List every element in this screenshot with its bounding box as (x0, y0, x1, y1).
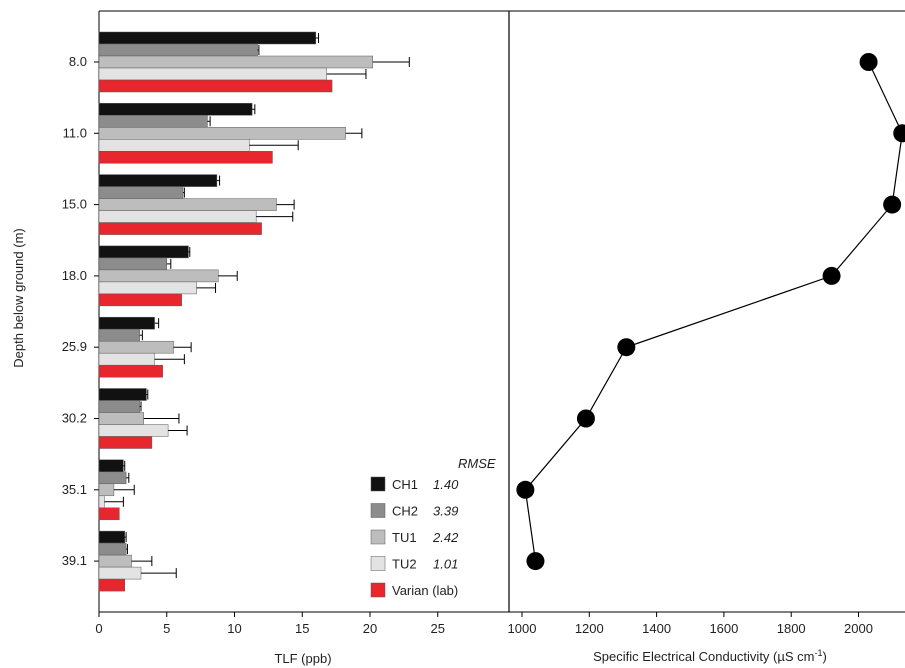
x-tick-label-conductivity: 1200 (575, 621, 604, 636)
legend-rmse: 2.42 (432, 530, 459, 545)
bar-tu2 (98, 67, 327, 81)
bar-tu2 (98, 566, 142, 580)
x-tick-label-tlf: 15 (295, 621, 309, 636)
legend-header: RMSE (458, 456, 496, 471)
legend-label: CH2 (392, 504, 418, 519)
y-tick-label: 18.0 (62, 268, 87, 283)
conductivity-point (576, 409, 595, 428)
conductivity-point (526, 552, 545, 571)
y-tick-label: 11.0 (63, 125, 87, 140)
x-axis-title-tlf: TLF (ppb) (274, 651, 331, 666)
x-tick-label-conductivity: 1600 (709, 621, 738, 636)
bar-ch1 (98, 31, 317, 45)
bar-varian-lab- (98, 507, 120, 521)
bar-tu1 (98, 269, 219, 283)
bar-ch2 (98, 400, 140, 413)
legend-label: Varian (lab) (392, 583, 458, 598)
bar-varian-lab- (98, 436, 153, 449)
bar-tu1 (98, 127, 346, 140)
x-tick-label-tlf: 5 (163, 621, 170, 636)
bar-varian-lab- (98, 293, 182, 307)
legend-label: TU2 (392, 557, 417, 572)
legend-rmse: 3.39 (433, 504, 458, 519)
conductivity-point (859, 53, 878, 71)
conductivity-panel: 1000 1200 1400 1600 1800 2000 (508, 10, 905, 636)
x-tick-label-tlf: 25 (431, 621, 445, 636)
legend-rmse: 1.01 (433, 557, 458, 572)
x-tick-label-tlf: 10 (227, 621, 241, 636)
bar-varian-lab- (98, 578, 125, 592)
y-axis-title: Depth below ground (m) (11, 228, 26, 367)
bar-tu1 (98, 55, 373, 69)
legend-swatch (370, 476, 386, 492)
x-tick-label-conductivity: 1000 (508, 621, 537, 636)
legend-swatch (370, 503, 386, 518)
bar-ch1 (98, 174, 218, 187)
legend-label: CH1 (392, 477, 418, 492)
bar-varian-lab- (98, 364, 163, 378)
bar-ch2 (98, 542, 127, 556)
bar-ch1 (98, 316, 155, 330)
bar-tu1 (98, 198, 277, 211)
conductivity-point (617, 338, 636, 357)
bar-tu2 (98, 139, 250, 152)
y-tick-label: 8.0 (69, 54, 87, 69)
conductivity-point (516, 480, 535, 499)
bar-tu2 (98, 495, 105, 509)
bar-tu1 (98, 412, 144, 425)
conductivity-point (822, 266, 841, 285)
legend-swatch (370, 529, 386, 545)
x-tick-label-conductivity: 1800 (777, 621, 806, 636)
conductivity-point (893, 124, 905, 143)
bar-ch2 (98, 186, 184, 199)
x-tick-label-tlf: 20 (363, 621, 377, 636)
bar-ch2 (98, 115, 208, 128)
bar-varian-lab- (98, 151, 273, 164)
bar-ch2 (98, 43, 258, 57)
bar-tu2 (98, 210, 257, 223)
y-tick-label: 25.9 (62, 339, 87, 354)
bar-ch1 (98, 530, 125, 544)
bar-ch1 (98, 245, 189, 259)
bar-varian-lab- (98, 79, 333, 93)
bar-ch1 (98, 459, 124, 473)
y-tick-label: 39.1 (62, 553, 87, 568)
tlf-bar-panel: 0 5 10 15 20 25 8.0 11.0 15.0 18.0 25.9 30.2 35.1 39.… (62, 10, 510, 636)
bar-ch2 (98, 328, 140, 342)
bar-tu1 (98, 483, 115, 497)
x-tick-label-tlf: 0 (95, 621, 102, 636)
legend-swatch (370, 582, 386, 598)
bar-ch1 (98, 103, 253, 116)
x-tick-label-conductivity: 1400 (642, 621, 671, 636)
bar-tu1 (98, 340, 174, 354)
bar-ch1 (98, 388, 147, 401)
y-tick-label: 30.2 (62, 411, 87, 426)
bar-tu2 (98, 281, 197, 295)
legend-label: TU1 (392, 530, 417, 545)
x-axis-title-conductivity-main: Specific Electrical Conductivity (µS cm (593, 649, 814, 664)
x-axis-title-conductivity-suffix: ) (823, 649, 827, 664)
conductivity-line (524, 61, 903, 562)
bar-tu2 (98, 424, 169, 437)
bar-tu1 (98, 554, 132, 568)
legend-rmse: 1.40 (433, 477, 459, 492)
conductivity-point (883, 195, 902, 214)
x-tick-label-conductivity: 2000 (844, 621, 873, 636)
x-axis-title-conductivity-superscript: -1 (814, 648, 822, 658)
bar-varian-lab- (98, 222, 262, 235)
bar-ch2 (98, 257, 167, 271)
x-axis-title-conductivity: Specific Electrical Conductivity (µS cm-… (593, 648, 827, 664)
y-tick-label: 35.1 (62, 482, 87, 497)
bar-ch2 (98, 471, 127, 485)
bar-tu2 (98, 352, 155, 366)
y-tick-label: 15.0 (62, 197, 87, 212)
legend-swatch (370, 556, 386, 571)
